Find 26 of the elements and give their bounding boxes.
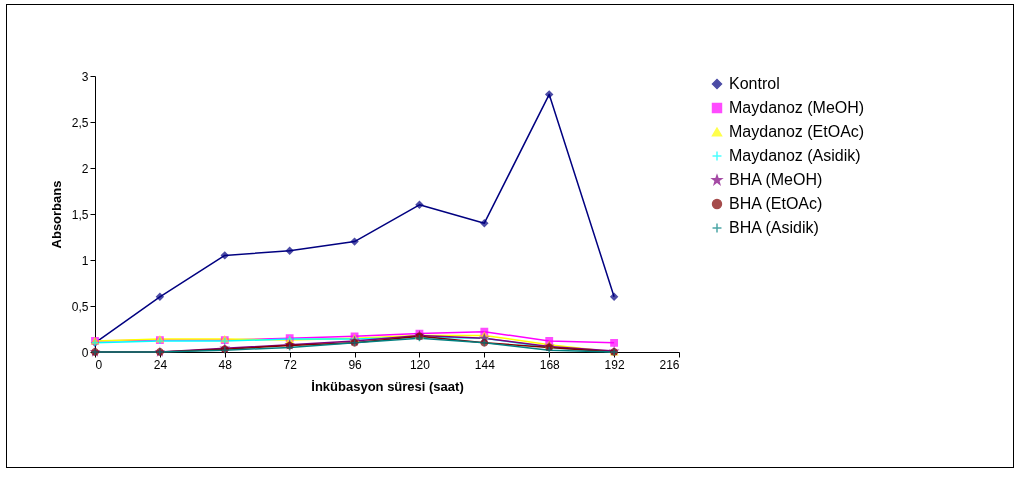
x-tick-label: 216 — [659, 357, 680, 372]
legend-label: BHA (Asidik) — [729, 219, 819, 236]
y-tick-label: 2,5 — [71, 115, 89, 130]
y-tick-label: 0,5 — [71, 299, 89, 314]
legend-label: Maydanoz (MeOH) — [729, 99, 865, 116]
legend-label: BHA (MeOH) — [729, 171, 823, 188]
x-tick-label: 24 — [153, 357, 168, 372]
y-tick-label: 2 — [81, 161, 89, 176]
x-tick-label: 144 — [474, 357, 496, 372]
legend-label: Kontrol — [729, 75, 780, 92]
y-tick-label: 1 — [81, 253, 89, 268]
y-axis-title: Absorbans — [48, 180, 64, 249]
legend-label: BHA (EtOAc) — [729, 195, 823, 212]
x-tick-label: 72 — [283, 357, 298, 372]
x-tick-label: 192 — [604, 357, 625, 372]
legend-label: Maydanoz (Asidik) — [729, 147, 861, 164]
x-tick-label: 96 — [348, 357, 363, 372]
y-tick-label: 3 — [81, 69, 89, 84]
x-tick-label: 48 — [218, 357, 233, 372]
x-tick-label: 0 — [95, 357, 103, 372]
y-tick-label: 0 — [81, 345, 89, 360]
legend-label: Maydanoz (EtOAc) — [729, 123, 865, 140]
x-tick-label: 120 — [409, 357, 431, 372]
y-tick-label: 1,5 — [71, 207, 89, 222]
x-axis-title: İnkübasyon süresi (saat) — [311, 378, 464, 394]
x-tick-label: 168 — [539, 357, 561, 372]
